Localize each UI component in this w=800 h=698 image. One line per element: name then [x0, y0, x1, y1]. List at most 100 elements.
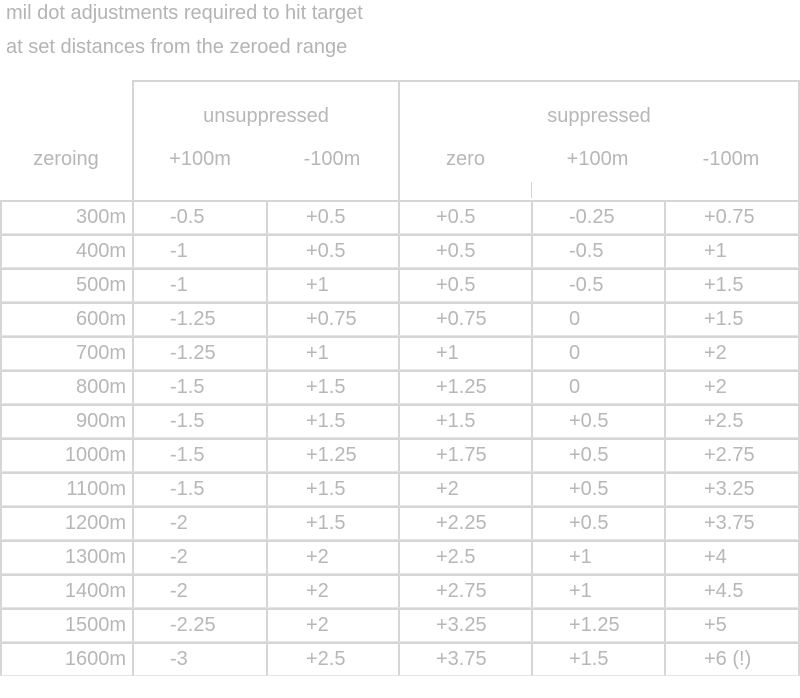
cell-unsup-plus: -1.5 — [132, 404, 266, 438]
table-row: 1100m -1.5 +1.5 +2 +0.5 +3.25 — [0, 472, 800, 506]
cell-sup-minus: +3.25 — [664, 472, 800, 506]
cell-sup-plus: 0 — [531, 370, 664, 404]
cell-zeroing: 500m — [0, 268, 132, 302]
cell-zeroing: 1500m — [0, 608, 132, 642]
table-row: 900m -1.5 +1.5 +1.5 +0.5 +2.5 — [0, 404, 800, 438]
cell-unsup-plus: -2 — [132, 506, 266, 540]
cell-zeroing: 1300m — [0, 540, 132, 574]
cell-unsup-minus: +0.5 — [266, 234, 398, 268]
cell-zeroing: 300m — [0, 200, 132, 234]
cell-unsup-minus: +1.5 — [266, 404, 398, 438]
header-col-unsup-plus: +100m — [132, 148, 266, 200]
table-title-line-1: mil dot adjustments required to hit targ… — [6, 2, 363, 24]
cell-sup-plus: -0.5 — [531, 268, 664, 302]
cell-sup-minus: +5 — [664, 608, 800, 642]
cell-sup-zero: +0.5 — [398, 268, 531, 302]
cell-sup-minus: +4 — [664, 540, 800, 574]
cell-zeroing: 1600m — [0, 642, 132, 676]
cell-sup-zero: +3.75 — [398, 642, 531, 676]
cell-unsup-plus: -2 — [132, 540, 266, 574]
header-col-unsup-minus: -100m — [303, 148, 361, 170]
cell-sup-minus: +1 — [664, 234, 800, 268]
cell-unsup-minus: +2 — [266, 540, 398, 574]
cell-unsup-minus: +1.5 — [266, 506, 398, 540]
cell-sup-plus: -0.5 — [531, 234, 664, 268]
table-row: 400m -1 +0.5 +0.5 -0.5 +1 — [0, 234, 800, 268]
cell-unsup-plus: -1.25 — [132, 336, 266, 370]
cell-sup-plus: +0.5 — [531, 506, 664, 540]
cell-sup-zero: +2.75 — [398, 574, 531, 608]
adjustment-table: unsuppressed suppressed zeroing +100m -1… — [0, 80, 800, 676]
cell-sup-plus: 0 — [531, 336, 664, 370]
cell-unsup-minus: +2.5 — [266, 642, 398, 676]
cell-unsup-plus: -1.5 — [132, 472, 266, 506]
header-empty-corner — [0, 80, 132, 148]
cell-unsup-minus: +0.5 — [266, 200, 398, 234]
cell-unsup-plus: -2.25 — [132, 608, 266, 642]
cell-sup-plus: +1 — [531, 540, 664, 574]
cell-unsup-minus: +2 — [266, 608, 398, 642]
cell-sup-minus: +2.5 — [664, 404, 800, 438]
table-row: 1400m -2 +2 +2.75 +1 +4.5 — [0, 574, 800, 608]
cell-sup-minus: +6 (!) — [664, 642, 800, 676]
header-col-sup-plus: +100m — [531, 148, 664, 200]
cell-zeroing: 1200m — [0, 506, 132, 540]
table-row: 1000m -1.5 +1.25 +1.75 +0.5 +2.75 — [0, 438, 800, 472]
cell-unsup-plus: -2 — [132, 574, 266, 608]
cell-sup-plus: +1.25 — [531, 608, 664, 642]
cell-unsup-minus: +0.75 — [266, 302, 398, 336]
cell-sup-plus: 0 — [531, 302, 664, 336]
table-title-line-2: at set distances from the zeroed range — [6, 36, 348, 58]
cell-sup-plus: -0.25 — [531, 200, 664, 234]
cell-unsup-plus: -1.25 — [132, 302, 266, 336]
cell-unsup-plus: -3 — [132, 642, 266, 676]
cell-sup-zero: +0.5 — [398, 234, 531, 268]
cell-sup-minus: +0.75 — [664, 200, 800, 234]
cell-sup-minus: +2 — [664, 370, 800, 404]
cell-sup-minus: +4.5 — [664, 574, 800, 608]
cell-unsup-plus: -1.5 — [132, 438, 266, 472]
cell-sup-minus: +2.75 — [664, 438, 800, 472]
cell-sup-zero: +2.5 — [398, 540, 531, 574]
cell-sup-zero: +2.25 — [398, 506, 531, 540]
cell-sup-minus: +1.5 — [664, 268, 800, 302]
cell-sup-minus: +1.5 — [664, 302, 800, 336]
table-row: 1500m -2.25 +2 +3.25 +1.25 +5 — [0, 608, 800, 642]
table-row: 800m -1.5 +1.5 +1.25 0 +2 — [0, 370, 800, 404]
cell-sup-plus: +0.5 — [531, 438, 664, 472]
cell-unsup-plus: -1 — [132, 234, 266, 268]
header-col-sup-minus: -100m — [664, 148, 800, 200]
adjustment-table-wrapper: unsuppressed suppressed zeroing +100m -1… — [0, 80, 800, 698]
cell-sup-zero: +3.25 — [398, 608, 531, 642]
cell-sup-zero: +1.5 — [398, 404, 531, 438]
table-row: 1200m -2 +1.5 +2.25 +0.5 +3.75 — [0, 506, 800, 540]
cell-unsup-plus: -1 — [132, 268, 266, 302]
table-body: 300m -0.5 +0.5 +0.5 -0.25 +0.75 400m -1 +0.5 +0.5… — [0, 200, 800, 676]
header-group-unsuppressed-label: unsuppressed — [203, 104, 329, 127]
cell-unsup-plus: -1.5 — [132, 370, 266, 404]
cell-zeroing: 900m — [0, 404, 132, 438]
header-group-suppressed: suppressed — [398, 80, 800, 148]
cell-sup-plus: +0.5 — [531, 472, 664, 506]
cell-unsup-minus: +1.25 — [266, 438, 398, 472]
table-row: 700m -1.25 +1 +1 0 +2 — [0, 336, 800, 370]
cell-sup-zero: +2 — [398, 472, 531, 506]
header-col-zeroing: zeroing — [33, 148, 99, 170]
table-header: unsuppressed suppressed zeroing +100m -1… — [0, 80, 800, 200]
header-group-suppressed-label: suppressed — [547, 104, 651, 127]
cell-sup-zero: +1 — [398, 336, 531, 370]
cell-sup-plus: +1 — [531, 574, 664, 608]
cell-sup-zero: +1.25 — [398, 370, 531, 404]
cell-zeroing: 600m — [0, 302, 132, 336]
cell-sup-zero: +0.5 — [398, 200, 531, 234]
table-row: 500m -1 +1 +0.5 -0.5 +1.5 — [0, 268, 800, 302]
cell-unsup-minus: +1 — [266, 336, 398, 370]
table-row: 600m -1.25 +0.75 +0.75 0 +1.5 — [0, 302, 800, 336]
cell-zeroing: 1100m — [0, 472, 132, 506]
cell-sup-plus: +1.5 — [531, 642, 664, 676]
table-row: 1300m -2 +2 +2.5 +1 +4 — [0, 540, 800, 574]
cell-sup-zero: +0.75 — [398, 302, 531, 336]
cell-unsup-plus: -0.5 — [132, 200, 266, 234]
cell-zeroing: 1400m — [0, 574, 132, 608]
cell-zeroing: 800m — [0, 370, 132, 404]
